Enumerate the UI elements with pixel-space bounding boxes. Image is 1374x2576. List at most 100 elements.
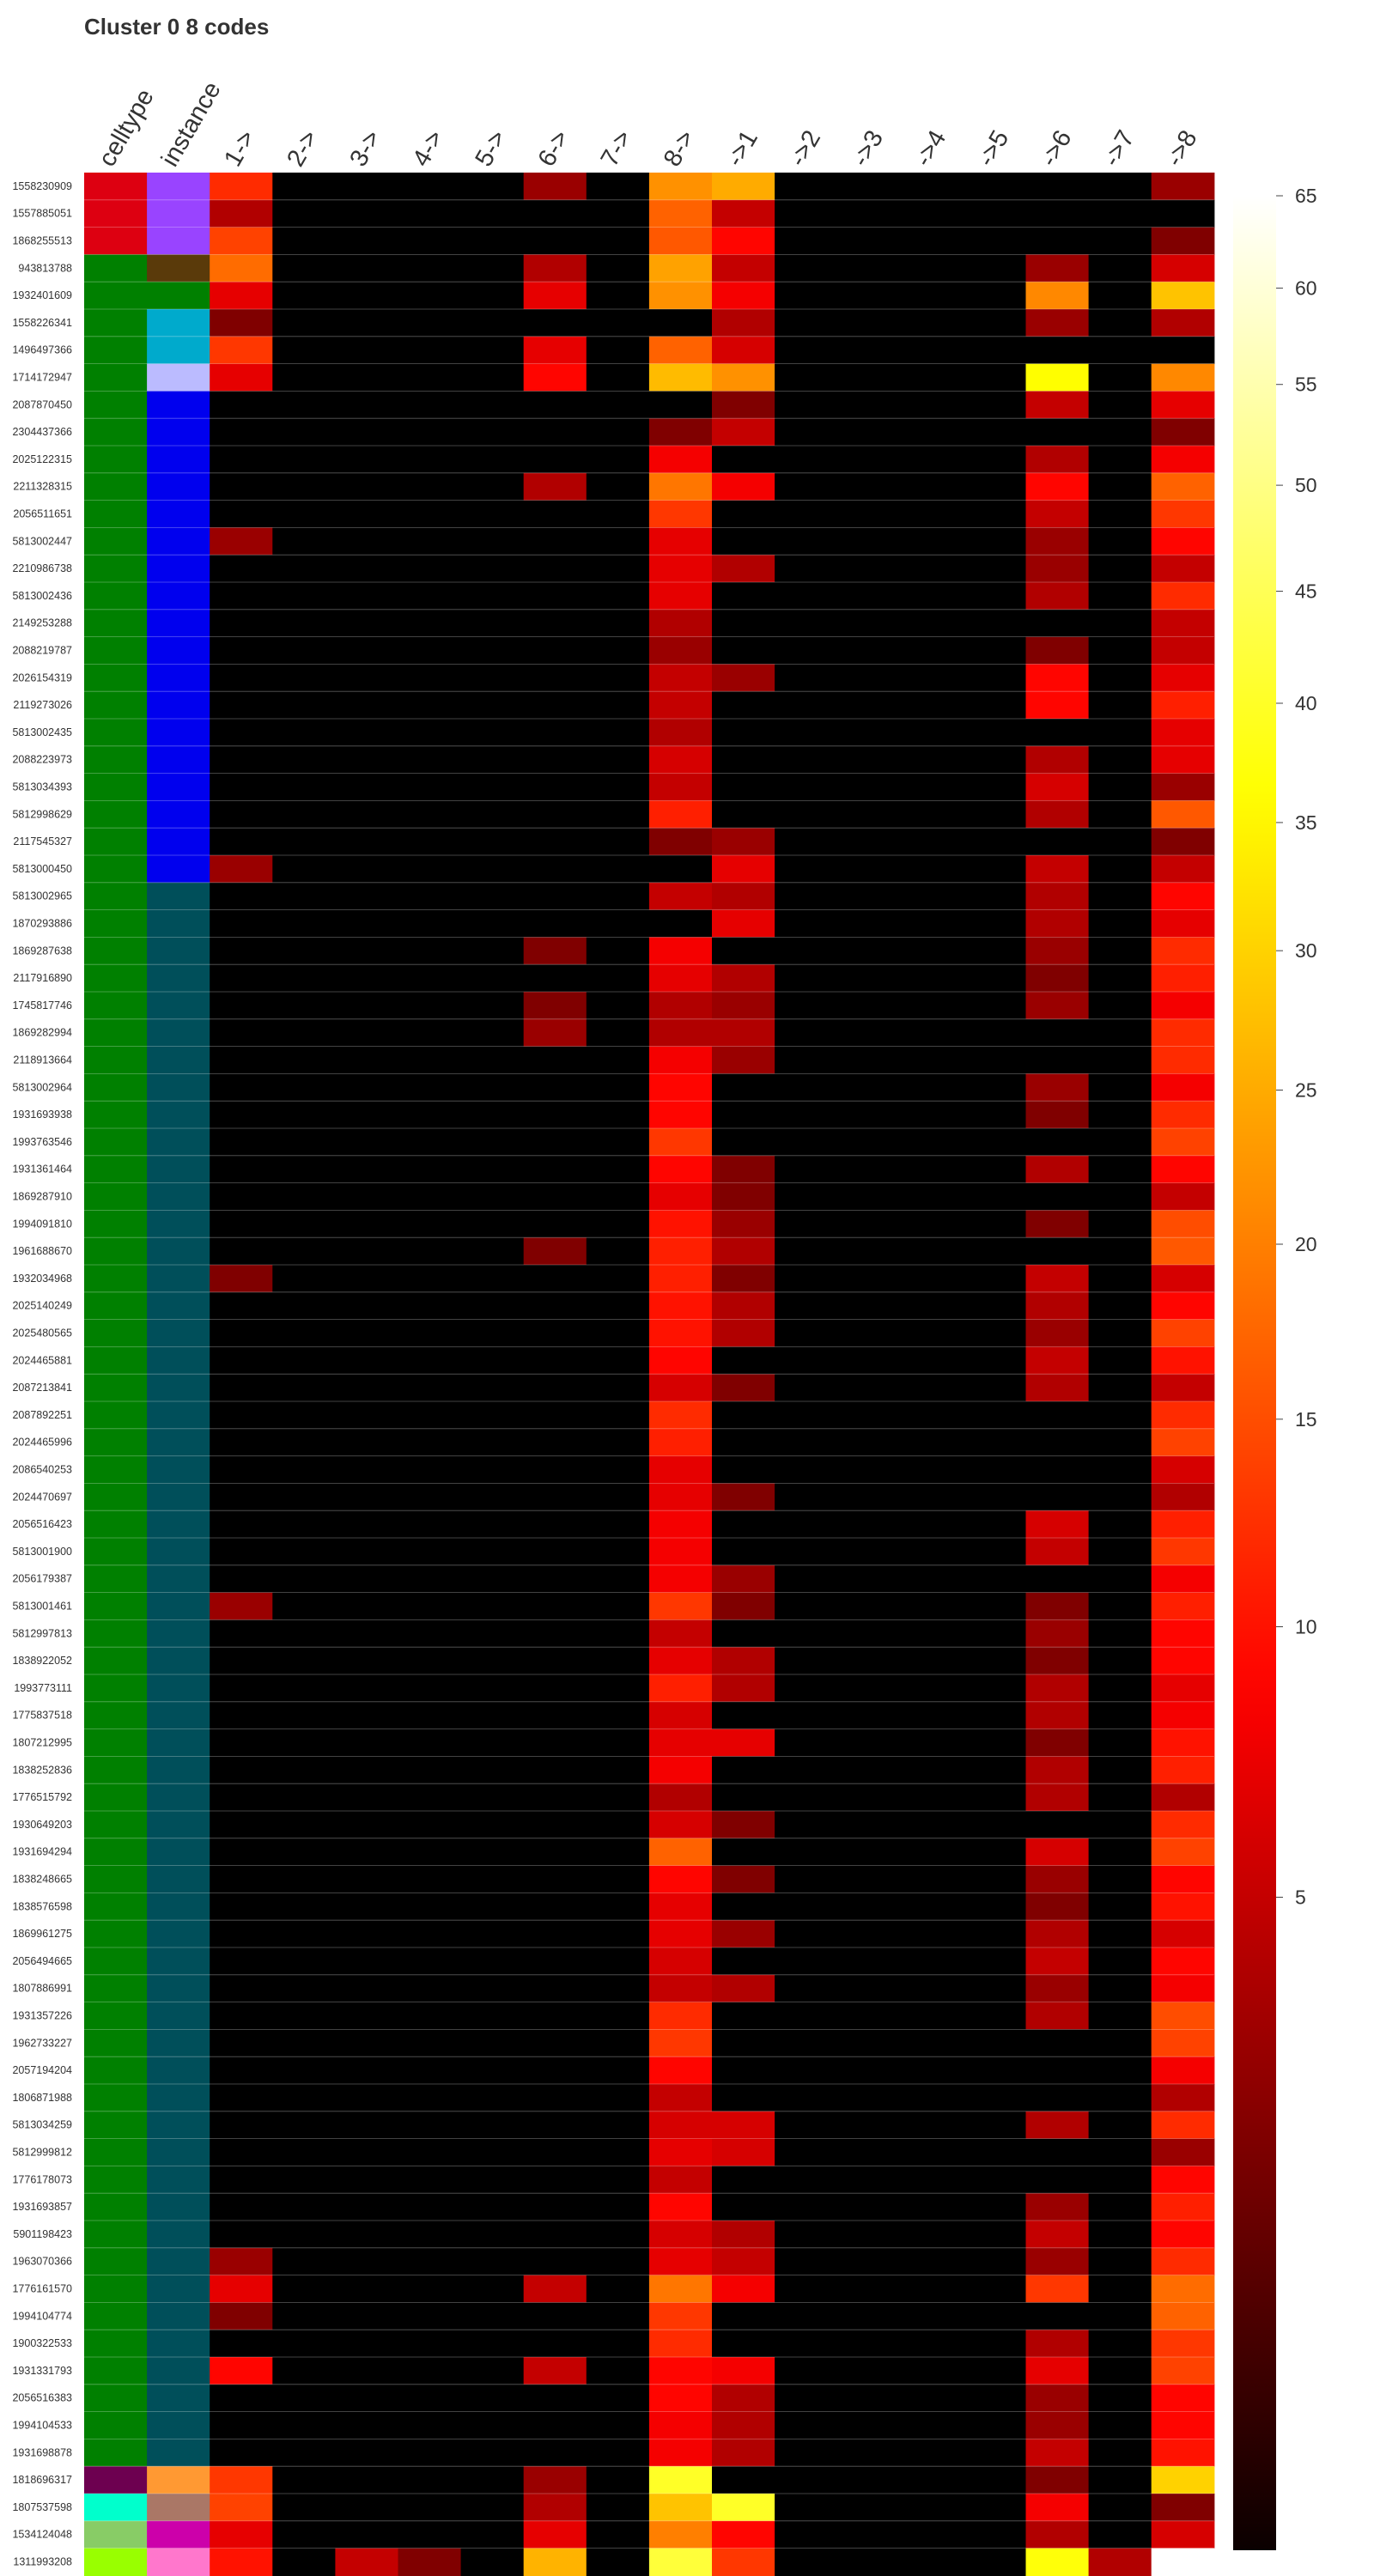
heatmap-cell <box>1088 1018 1152 1048</box>
heatmap-cell <box>1151 964 1215 993</box>
heatmap-cell <box>272 2221 336 2249</box>
heatmap-cell <box>775 2548 838 2576</box>
heatmap-cell <box>648 1374 713 1402</box>
heatmap-cell <box>398 2002 462 2030</box>
heatmap-cell <box>775 1374 838 1402</box>
heatmap-cell <box>460 2247 525 2276</box>
heatmap-cell <box>460 2193 525 2221</box>
heatmap-cell <box>775 1319 838 1347</box>
heatmap-cell <box>837 1783 901 1812</box>
heatmap-cell <box>1088 1865 1152 1893</box>
heatmap-cell <box>1151 1018 1215 1048</box>
heatmap-cell <box>210 855 273 884</box>
heatmap-cell <box>1025 773 1090 801</box>
heatmap-cell <box>775 2029 838 2057</box>
heatmap-cell <box>586 336 650 365</box>
heatmap-cell <box>648 1783 713 1812</box>
row-label: 1931693938 <box>12 1109 72 1121</box>
celltype-cell <box>84 882 148 911</box>
heatmap-cell <box>335 2302 399 2330</box>
heatmap-cell <box>648 1728 713 1757</box>
heatmap-cell <box>1025 2439 1090 2467</box>
heatmap-cell <box>837 2302 901 2330</box>
heatmap-cell <box>900 500 964 528</box>
heatmap-cell <box>335 882 399 911</box>
heatmap-cell <box>775 1483 838 1511</box>
row-label: 1806871988 <box>12 2092 72 2104</box>
heatmap-cell <box>398 363 462 392</box>
heatmap-cell <box>460 2411 525 2439</box>
heatmap-cell <box>335 937 399 965</box>
heatmap-cell <box>1088 199 1152 228</box>
heatmap-cell <box>398 173 462 201</box>
heatmap-cell <box>1088 828 1152 856</box>
heatmap-cell <box>272 1155 336 1184</box>
heatmap-cell <box>1025 882 1090 911</box>
heatmap-cell <box>712 773 775 801</box>
heatmap-cell <box>837 1564 901 1594</box>
heatmap-cell <box>712 1073 775 1102</box>
heatmap-cell <box>272 363 336 392</box>
heatmap-cell <box>460 828 525 856</box>
heatmap-cell <box>963 1155 1027 1184</box>
heatmap-cell <box>398 336 462 365</box>
heatmap-cell <box>586 555 650 583</box>
heatmap-cell <box>335 2221 399 2249</box>
row-label: 1931361464 <box>12 1163 72 1176</box>
heatmap-cell <box>648 828 713 856</box>
instance-cell <box>147 1564 210 1594</box>
heatmap-cell <box>837 1319 901 1347</box>
heatmap-cell <box>712 1128 775 1157</box>
heatmap-cell <box>837 636 901 665</box>
heatmap-cell <box>335 254 399 283</box>
heatmap-cell <box>775 882 838 911</box>
heatmap-cell <box>963 1564 1027 1594</box>
heatmap-cell <box>712 992 775 1020</box>
heatmap-cell <box>1025 1374 1090 1402</box>
heatmap-cell <box>1088 1592 1152 1620</box>
heatmap-cell <box>398 1811 462 1839</box>
row-label: 2056179387 <box>12 1573 72 1585</box>
row-label: 2087892251 <box>12 1409 72 1421</box>
heatmap-cell <box>586 1974 650 2003</box>
heatmap-cell <box>335 1783 399 1812</box>
heatmap-cell <box>775 254 838 283</box>
heatmap-cell <box>272 282 336 310</box>
heatmap-cell <box>712 2084 775 2112</box>
heatmap-cell <box>586 800 650 829</box>
celltype-cell <box>84 828 148 856</box>
heatmap-cell <box>1025 2111 1090 2140</box>
heatmap-cell <box>272 1210 336 1238</box>
row-label: 1534124048 <box>12 2529 72 2541</box>
heatmap-cell <box>335 2411 399 2439</box>
celltype-cell <box>84 2330 148 2358</box>
heatmap-cell <box>1088 1483 1152 1511</box>
heatmap-cell <box>963 1619 1027 1648</box>
heatmap-cell <box>648 1647 713 1675</box>
heatmap-cell <box>1088 363 1152 392</box>
heatmap-cell <box>586 1674 650 1703</box>
instance-cell <box>147 1538 210 1566</box>
heatmap-cell <box>210 719 273 747</box>
celltype-cell <box>84 2084 148 2112</box>
heatmap-cell <box>648 2384 713 2413</box>
heatmap-cell <box>523 2466 587 2494</box>
heatmap-cell <box>900 2247 964 2276</box>
heatmap-cell <box>963 2494 1027 2522</box>
heatmap-cell <box>648 391 713 419</box>
heatmap-cell <box>837 282 901 310</box>
heatmap-cell <box>775 773 838 801</box>
heatmap-cell <box>586 992 650 1020</box>
celltype-cell <box>84 964 148 993</box>
instance-cell <box>147 1101 210 1129</box>
celltype-cell <box>84 582 148 611</box>
column-label: ->5 <box>972 125 1014 171</box>
heatmap-cell <box>963 2302 1027 2330</box>
heatmap-cell <box>963 1073 1027 1102</box>
row-label: 5813034393 <box>12 781 72 793</box>
heatmap-cell <box>775 636 838 665</box>
heatmap-cell <box>837 609 901 638</box>
heatmap-cell <box>775 1018 838 1048</box>
heatmap-cell <box>712 2494 775 2522</box>
heatmap-cell <box>712 1018 775 1048</box>
